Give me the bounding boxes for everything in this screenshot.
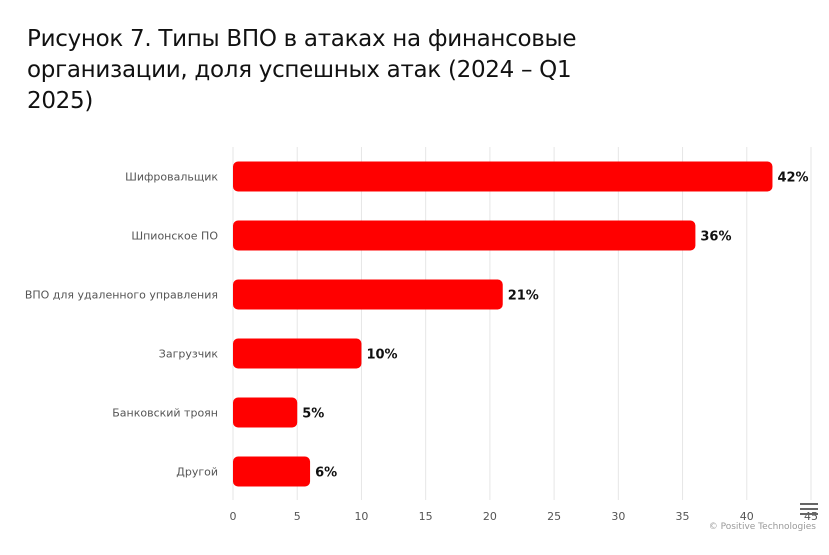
x-tick-label: 40 [740, 510, 754, 523]
data-labels: 42% 36% 21% 10% 5% 6% [302, 171, 808, 481]
bars [233, 161, 773, 487]
bar [233, 338, 362, 369]
data-label: 36% [700, 230, 731, 245]
credits-text: © Positive Technologies [708, 522, 816, 532]
data-label: 10% [366, 348, 397, 363]
menu-icon-line [800, 508, 818, 510]
x-tick-label: 25 [547, 510, 561, 523]
category-label: Загрузчик [159, 348, 219, 361]
x-axis-tick-labels: 0 5 10 15 20 25 30 35 40 45 [230, 510, 819, 523]
chart-title: Рисунок 7. Типы ВПО в атаках на финансов… [27, 26, 577, 114]
x-tick-label: 10 [354, 510, 368, 523]
x-tick-label: 35 [676, 510, 690, 523]
category-label: Другой [176, 466, 218, 479]
bar [233, 456, 311, 487]
data-label: 6% [315, 466, 337, 481]
bar [233, 220, 696, 251]
bar [233, 161, 773, 192]
grid-lines [232, 147, 812, 500]
x-tick-label: 5 [294, 510, 301, 523]
category-labels: Шифровальщик Шпионское ПО ВПО для удаленно… [25, 171, 219, 479]
data-label: 21% [508, 289, 539, 304]
data-label: 42% [777, 171, 808, 186]
bar [233, 279, 503, 310]
menu-icon-line [800, 503, 818, 505]
category-label: ВПО для удаленного управления [25, 289, 218, 302]
bar [233, 397, 298, 428]
category-label: Шпионское ПО [131, 230, 218, 243]
category-label: Банковский троян [112, 407, 218, 420]
x-tick-label: 15 [419, 510, 433, 523]
x-tick-label: 20 [483, 510, 497, 523]
x-tick-label: 30 [611, 510, 625, 523]
hamburger-menu-icon[interactable] [800, 503, 818, 517]
menu-icon-line [800, 513, 818, 515]
category-label: Шифровальщик [125, 171, 218, 184]
x-tick-label: 0 [230, 510, 237, 523]
data-label: 5% [302, 407, 324, 422]
